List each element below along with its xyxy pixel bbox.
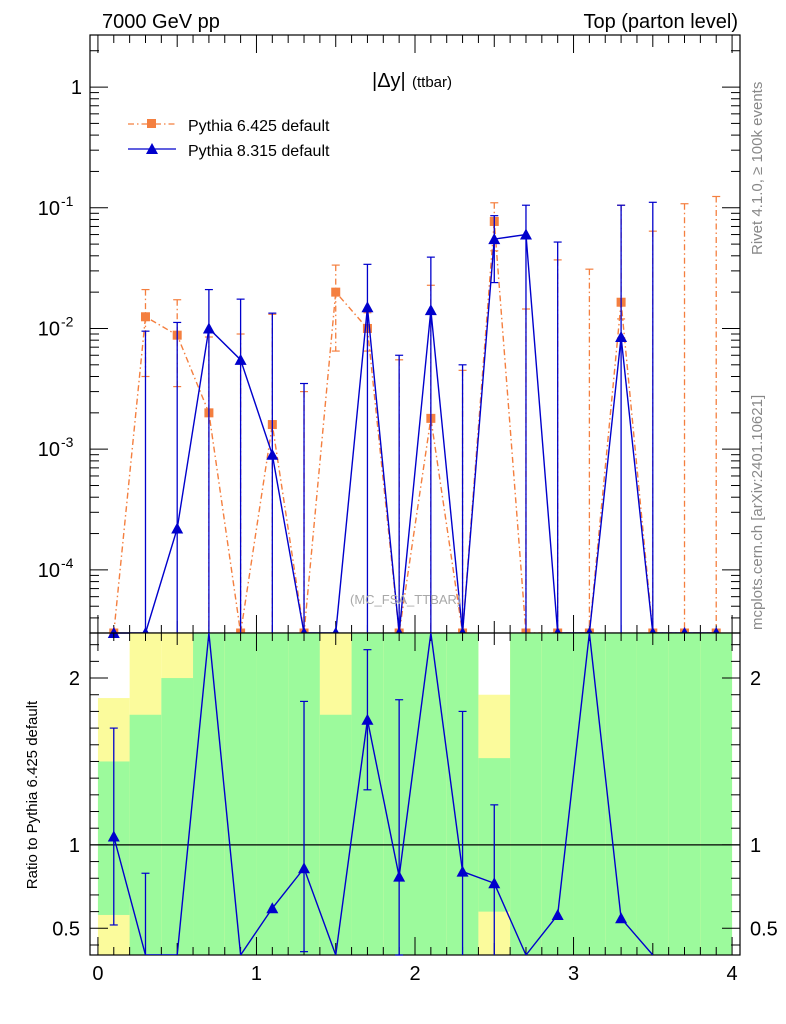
legend-pythia8-marker [146, 143, 158, 154]
ratio-y-tick-label-right: 2 [750, 668, 761, 690]
ratio-y-tick-label: 1 [69, 835, 80, 857]
pythia8-marker [266, 448, 279, 460]
pythia8-marker [488, 233, 501, 245]
y-tick-label: 10 [38, 560, 60, 582]
band-green [319, 714, 352, 955]
ratio-marker [361, 713, 374, 725]
band-green [541, 633, 574, 955]
y-tick-exponent: -3 [61, 434, 74, 450]
band-green [256, 633, 289, 955]
ratio-panel: 0 1 2 3 4 0.5 0.5 1 1 2 2 [52, 632, 778, 985]
header-left: 7000 GeV pp [102, 11, 220, 33]
legend-pythia8-label: Pythia 8.315 default [188, 143, 330, 160]
ratio-marker [615, 912, 628, 924]
band-green [510, 633, 542, 955]
ratio-y-tick-label-right: 1 [750, 835, 761, 857]
main-panel: 10 -410 -310 -210 -11 [38, 34, 741, 638]
pythia6-marker [331, 287, 341, 297]
watermark: (MC_FSA_TTBAR) [350, 592, 461, 607]
pythia6-marker [140, 312, 150, 322]
x-tick-label: 4 [727, 963, 738, 985]
y-tick-label: 10 [38, 439, 60, 461]
legend-pythia6-label: Pythia 6.425 default [188, 118, 330, 135]
ratio-marker [266, 902, 279, 914]
pythia6-line [113, 221, 717, 634]
ratio-marker [107, 830, 120, 842]
x-tick-label: 1 [251, 963, 262, 985]
mcplots-label: mcplots.cern.ch [arXiv:2401.10621] [749, 395, 766, 630]
pythia8-marker [519, 228, 532, 240]
ratio-y-tick-label-right: 0.5 [750, 918, 778, 940]
pythia8-marker [202, 322, 215, 334]
legend: Pythia 6.425 default Pythia 8.315 defaul… [128, 118, 330, 160]
y-tick-exponent: -1 [61, 193, 74, 209]
ratio-marker [551, 908, 564, 920]
pythia8-line [113, 233, 717, 634]
band-green [700, 633, 733, 955]
ratio-line [113, 633, 654, 955]
pythia8-marker [361, 301, 374, 313]
pythia8-marker [234, 353, 247, 365]
band-green [224, 633, 257, 955]
band-green [573, 633, 606, 955]
ratio-marker [298, 862, 311, 874]
plot-title: |Δy| [372, 70, 406, 92]
y-tick-exponent: -4 [61, 555, 74, 571]
band-green [161, 678, 194, 955]
x-tick-label: 2 [409, 963, 420, 985]
x-tick-label: 0 [92, 963, 103, 985]
band-green [636, 633, 669, 955]
ratio-marker [393, 870, 406, 882]
band-green [193, 633, 225, 955]
header-right: Top (parton level) [583, 11, 738, 33]
ratio-y-tick-label: 2 [69, 668, 80, 690]
y-tick-label: 10 [38, 318, 60, 340]
y-tick-label: 10 [38, 198, 60, 220]
band-green [415, 633, 447, 955]
y-tick-label: 1 [71, 77, 82, 99]
y-tick-exponent: -2 [61, 313, 74, 329]
pythia8-marker [615, 330, 628, 342]
plot-title-suffix: (ttbar) [412, 74, 452, 91]
band-green [668, 633, 701, 955]
pythia8-marker [424, 304, 437, 316]
rivet-version-label: Rivet 4.1.0, ≥ 100k events [749, 82, 766, 255]
legend-pythia6-marker [147, 119, 156, 128]
band-green [605, 633, 637, 955]
x-tick-label: 3 [568, 963, 579, 985]
pythia8-marker [171, 522, 184, 534]
ratio-ylabel: Ratio to Pythia 6.425 default [24, 700, 41, 889]
ratio-marker [456, 865, 469, 877]
ratio-y-tick-label: 0.5 [52, 918, 80, 940]
ratio-marker [488, 877, 501, 889]
